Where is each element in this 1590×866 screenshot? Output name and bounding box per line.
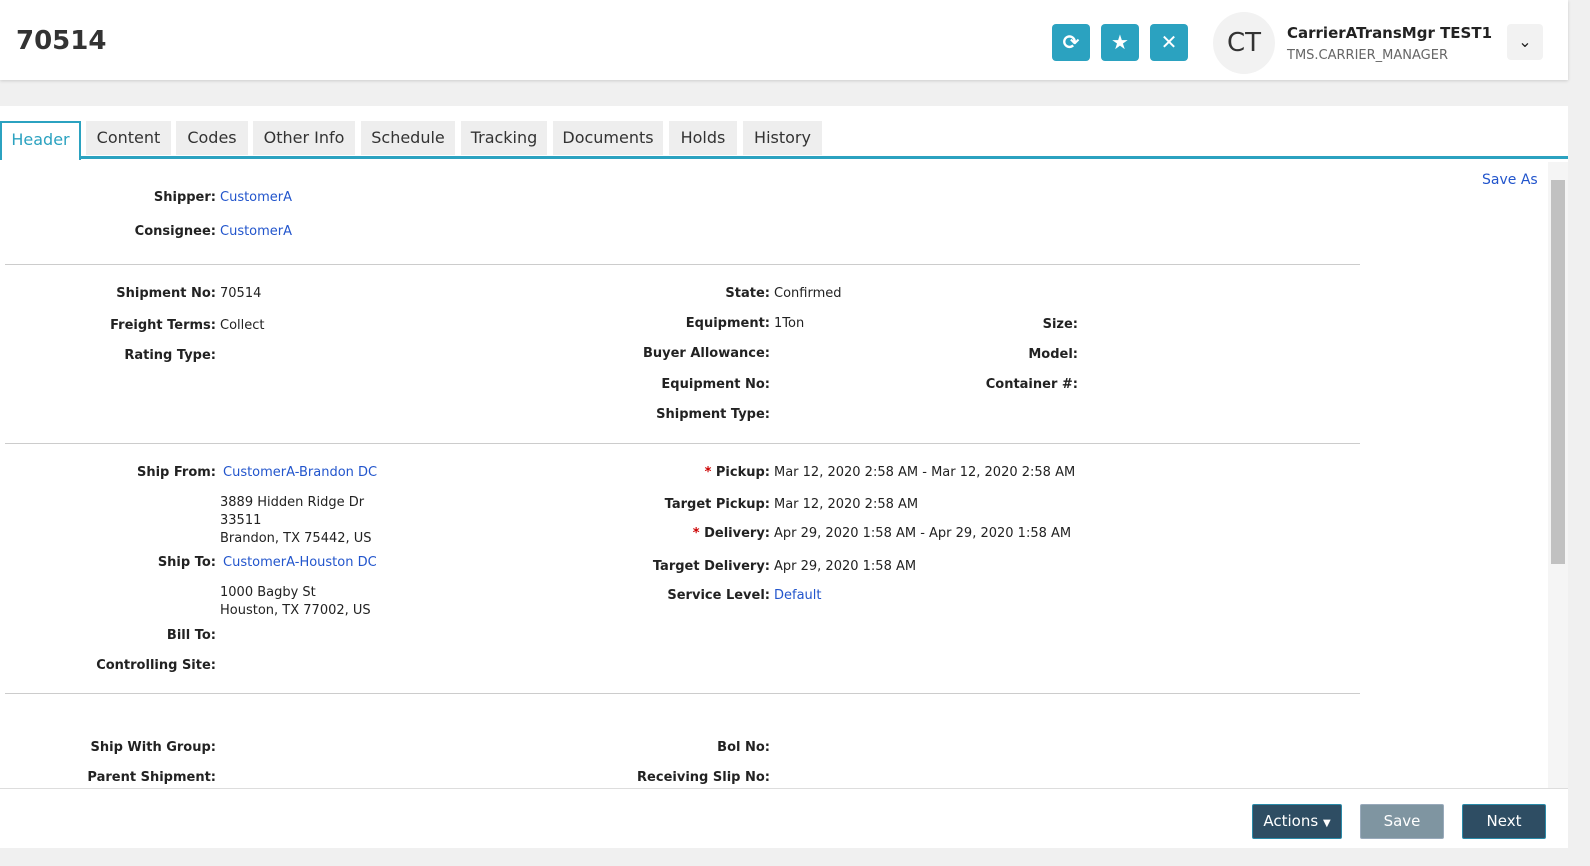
state-value: Confirmed	[774, 286, 842, 301]
shipment-no-label: Shipment No:	[116, 286, 216, 301]
ship-to-address-line: 1000 Bagby St	[220, 585, 316, 600]
ship-with-group-label: Ship With Group:	[90, 740, 216, 755]
required-marker: *	[692, 526, 705, 541]
scrollbar-thumb[interactable]	[1551, 180, 1565, 564]
equipment-no-label: Equipment No:	[661, 377, 770, 392]
ship-from-address-line: Brandon, TX 75442, US	[220, 531, 372, 546]
header-form: Save As Shipper: CustomerA Consignee: Cu…	[0, 162, 1548, 788]
refresh-icon: ⟳	[1062, 30, 1080, 54]
delivery-label: * Delivery:	[693, 526, 770, 541]
target-delivery-label: Target Delivery:	[652, 559, 770, 574]
size-label: Size:	[1042, 317, 1078, 332]
avatar[interactable]: CT	[1213, 12, 1275, 74]
parent-shipment-label: Parent Shipment:	[87, 770, 216, 785]
save-button[interactable]: Save	[1360, 804, 1444, 839]
bol-no-label: Bol No:	[717, 740, 770, 755]
equipment-value: 1Ton	[774, 316, 805, 331]
divider	[5, 693, 1360, 694]
tab-header[interactable]: Header	[0, 121, 81, 160]
tab-codes[interactable]: Codes	[176, 121, 248, 155]
equipment-label: Equipment:	[685, 316, 770, 331]
tab-holds[interactable]: Holds	[669, 121, 737, 155]
rating-type-label: Rating Type:	[124, 348, 216, 363]
shipment-no-value: 70514	[220, 286, 262, 301]
delivery-label-text: Delivery:	[704, 526, 770, 541]
caret-down-icon: ▼	[1322, 818, 1331, 829]
tab-content[interactable]: Content	[86, 121, 171, 155]
service-level-link[interactable]: Default	[774, 588, 822, 603]
tab-documents[interactable]: Documents	[553, 121, 663, 155]
tab-other-info[interactable]: Other Info	[253, 121, 355, 155]
divider	[5, 264, 1360, 265]
ship-to-label: Ship To:	[157, 555, 216, 570]
shipper-link[interactable]: CustomerA	[220, 190, 293, 205]
required-marker: *	[704, 465, 716, 480]
shipper-label: Shipper:	[153, 190, 216, 205]
freight-terms-value: Collect	[220, 318, 265, 333]
user-name: CarrierATransMgr TEST1	[1287, 24, 1493, 42]
page-title: 70514	[16, 26, 107, 56]
ship-from-link[interactable]: CustomerA-Brandon DC	[223, 465, 378, 480]
ship-from-address-line: 33511	[220, 513, 262, 528]
save-as-link[interactable]: Save As	[1482, 172, 1538, 188]
actions-button[interactable]: Actions ▼	[1252, 804, 1342, 839]
close-button[interactable]: ✕	[1150, 24, 1188, 61]
favorite-button[interactable]: ★	[1101, 24, 1139, 61]
pickup-label-text: Pickup:	[715, 465, 770, 480]
freight-terms-label: Freight Terms:	[110, 318, 216, 333]
pickup-label: * Pickup:	[705, 465, 770, 480]
bill-to-label: Bill To:	[166, 628, 216, 643]
refresh-button[interactable]: ⟳	[1052, 24, 1090, 61]
tab-tracking[interactable]: Tracking	[461, 121, 547, 155]
tab-schedule[interactable]: Schedule	[361, 121, 455, 155]
shipment-type-label: Shipment Type:	[656, 407, 770, 422]
controlling-site-label: Controlling Site:	[96, 658, 216, 673]
service-level-label: Service Level:	[667, 588, 770, 603]
target-pickup-label: Target Pickup:	[664, 497, 770, 512]
buyer-allowance-label: Buyer Allowance:	[642, 346, 770, 361]
tab-bar: Header Content Codes Other Info Schedule…	[0, 121, 1568, 160]
divider	[5, 443, 1360, 444]
shipment-panel: Header Content Codes Other Info Schedule…	[0, 106, 1568, 848]
user-menu-button[interactable]: ⌄	[1507, 24, 1543, 60]
target-pickup-value: Mar 12, 2020 2:58 AM	[774, 497, 919, 512]
actions-label: Actions	[1263, 812, 1319, 830]
ship-from-address-line: 3889 Hidden Ridge Dr	[220, 495, 365, 510]
pickup-value: Mar 12, 2020 2:58 AM - Mar 12, 2020 2:58…	[774, 465, 1076, 480]
model-label: Model:	[1028, 347, 1078, 362]
user-role: TMS.CARRIER_MANAGER	[1287, 48, 1448, 63]
state-label: State:	[725, 286, 770, 301]
tab-history[interactable]: History	[743, 121, 822, 155]
footer-bar: Actions ▼ Save Next	[0, 788, 1568, 849]
vertical-scrollbar[interactable]	[1548, 162, 1568, 788]
close-icon: ✕	[1160, 30, 1178, 54]
receiving-slip-label: Receiving Slip No:	[637, 770, 770, 785]
ship-from-label: Ship From:	[136, 465, 216, 480]
container-label: Container #:	[985, 377, 1078, 392]
consignee-label: Consignee:	[134, 224, 216, 239]
star-icon: ★	[1111, 30, 1129, 54]
top-bar: 70514 ⟳ ★ ✕ CT CarrierATransMgr TEST1 TM…	[0, 0, 1568, 80]
delivery-value: Apr 29, 2020 1:58 AM - Apr 29, 2020 1:58…	[774, 526, 1072, 541]
target-delivery-value: Apr 29, 2020 1:58 AM	[774, 559, 917, 574]
next-button[interactable]: Next	[1462, 804, 1546, 839]
consignee-link[interactable]: CustomerA	[220, 224, 293, 239]
ship-to-link[interactable]: CustomerA-Houston DC	[223, 555, 377, 570]
ship-to-address-line: Houston, TX 77002, US	[220, 603, 371, 618]
chevron-down-icon: ⌄	[1518, 32, 1532, 51]
